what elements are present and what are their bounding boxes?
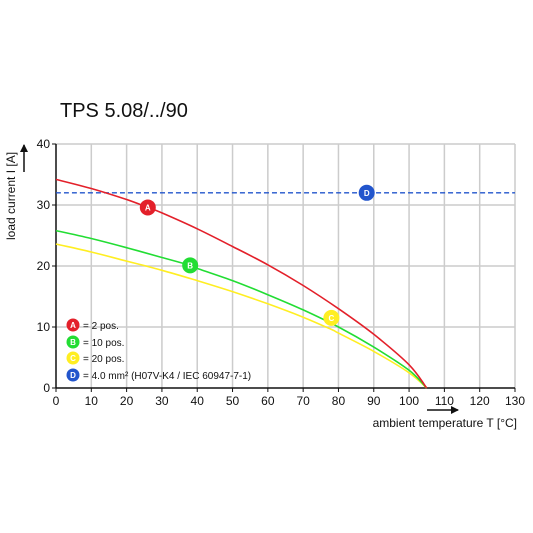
legend-item-c: C = 20 pos. [66, 351, 124, 365]
x-tick-label: 10 [85, 394, 99, 408]
x-tick-label: 40 [191, 394, 205, 408]
legend-item-a: A = 2 pos. [66, 318, 119, 332]
legend-label: = 20 pos. [83, 354, 124, 365]
series-marker-c: C [323, 309, 340, 326]
legend-label: = 2 pos. [83, 321, 119, 332]
x-axis-label: ambient temperature T [°C] [373, 416, 517, 430]
legend-badge-letter: D [70, 371, 76, 380]
legend-badge [66, 335, 80, 349]
x-tick-label: 110 [435, 394, 454, 408]
legend-badge-letter: B [70, 338, 76, 347]
legend-label: = 10 pos. [83, 338, 124, 349]
chart-title: TPS 5.08/../90 [60, 100, 188, 122]
marker-badge-letter: B [187, 261, 193, 270]
legend-badge [66, 368, 80, 382]
x-tick-label: 100 [399, 394, 419, 408]
x-tick-label: 70 [296, 394, 310, 408]
chart-legend: A = 2 pos. B = 10 pos. C = 20 pos. D = 4.0 mm² … [66, 318, 251, 382]
series-marker-b: B [182, 257, 199, 274]
marker-badge-letter: C [329, 314, 335, 323]
series-line-a [55, 178, 428, 389]
y-tick-label: 40 [37, 137, 51, 151]
x-tick-label: 50 [226, 394, 240, 408]
y-tick-label: 0 [43, 381, 50, 395]
x-tick-label: 30 [155, 394, 169, 408]
marker-badge [358, 184, 375, 201]
x-tick-label: 60 [261, 394, 275, 408]
legend-badge-letter: A [70, 321, 76, 330]
y-tick-label: 30 [37, 198, 51, 212]
legend-badge-letter: C [70, 354, 76, 363]
marker-badge [139, 199, 156, 216]
series-line-b [55, 229, 428, 389]
legend-badge [66, 351, 80, 365]
x-tick-label: 90 [367, 394, 381, 408]
x-tick-label: 80 [332, 394, 346, 408]
legend-item-b: B = 10 pos. [66, 335, 124, 349]
x-tick-label: 20 [120, 394, 134, 408]
series-markers: A B C D [139, 184, 375, 326]
legend-item-d: D = 4.0 mm² (H07V-K4 / IEC 60947-7-1) [66, 368, 251, 382]
series-lines [55, 178, 515, 389]
series-marker-d: D [358, 184, 375, 201]
y-tick-label: 10 [37, 320, 51, 334]
marker-badge [182, 257, 199, 274]
y-tick-label: 20 [37, 259, 51, 273]
chart-axes: 0 10 20 30 40 50 60 70 80 90 100 110 120 130 0 10 20 30 40 [20, 137, 525, 414]
x-tick-label: 130 [505, 394, 525, 408]
x-tick-label: 0 [53, 394, 60, 408]
marker-badge-letter: A [145, 203, 151, 212]
series-marker-a: A [139, 199, 156, 216]
chart-grid [56, 143, 516, 388]
x-tick-label: 120 [470, 394, 490, 408]
legend-label: = 4.0 mm² (H07V-K4 / IEC 60947-7-1) [83, 371, 251, 382]
marker-badge [323, 309, 340, 326]
series-line-c [55, 243, 428, 389]
legend-badge [66, 318, 80, 332]
y-axis-label: load current I [A] [4, 152, 18, 240]
marker-badge-letter: D [364, 189, 370, 198]
